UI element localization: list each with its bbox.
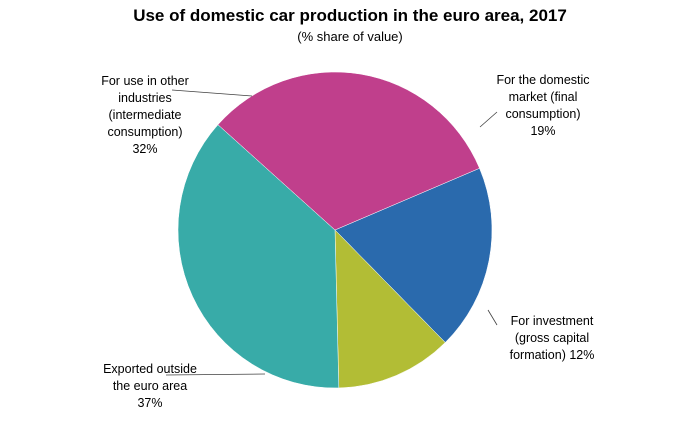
slice-label-line: For the domestic bbox=[496, 73, 590, 87]
slice-label-exported: Exported outside the euro area 37% bbox=[75, 361, 225, 412]
slice-label-line: the euro area bbox=[112, 379, 188, 393]
pie-slice-investment bbox=[334, 229, 446, 389]
chart-title: Use of domestic car production in the eu… bbox=[133, 6, 567, 25]
slice-label-line: formation) 12% bbox=[509, 348, 595, 362]
slice-label-line: 37% bbox=[137, 396, 163, 410]
slice-label-line: (intermediate bbox=[108, 108, 182, 122]
pie-slice-exported bbox=[177, 124, 340, 389]
pie-slice-other-industries bbox=[217, 71, 480, 231]
slice-label-line: consumption) bbox=[505, 107, 581, 121]
slice-label-line: market (final bbox=[508, 90, 578, 104]
slice-label-line: industries bbox=[118, 91, 172, 105]
chart-subtitle: (% share of value) bbox=[297, 29, 403, 44]
slice-label-line: For investment bbox=[510, 314, 594, 328]
pie-slice-domestic bbox=[334, 167, 493, 343]
slice-label-line: 32% bbox=[132, 142, 158, 156]
slice-label-line: Exported outside bbox=[103, 362, 197, 376]
leader-line-investment bbox=[487, 309, 498, 326]
slice-label-line: 19% bbox=[530, 124, 556, 138]
slice-label-investment: For investment (gross capital formation) 1… bbox=[487, 313, 617, 364]
leader-line-other-industries bbox=[171, 89, 253, 97]
leader-line-domestic bbox=[479, 111, 498, 128]
slice-label-line: For use in other bbox=[101, 74, 189, 88]
slice-label-domestic: For the domestic market (final consumption… bbox=[478, 72, 608, 140]
slice-label-other-industries: For use in other industries (intermediate c… bbox=[70, 73, 220, 158]
leader-line-exported bbox=[165, 373, 266, 376]
slice-label-line: (gross capital bbox=[514, 331, 590, 345]
slice-label-line: consumption) bbox=[107, 125, 183, 139]
